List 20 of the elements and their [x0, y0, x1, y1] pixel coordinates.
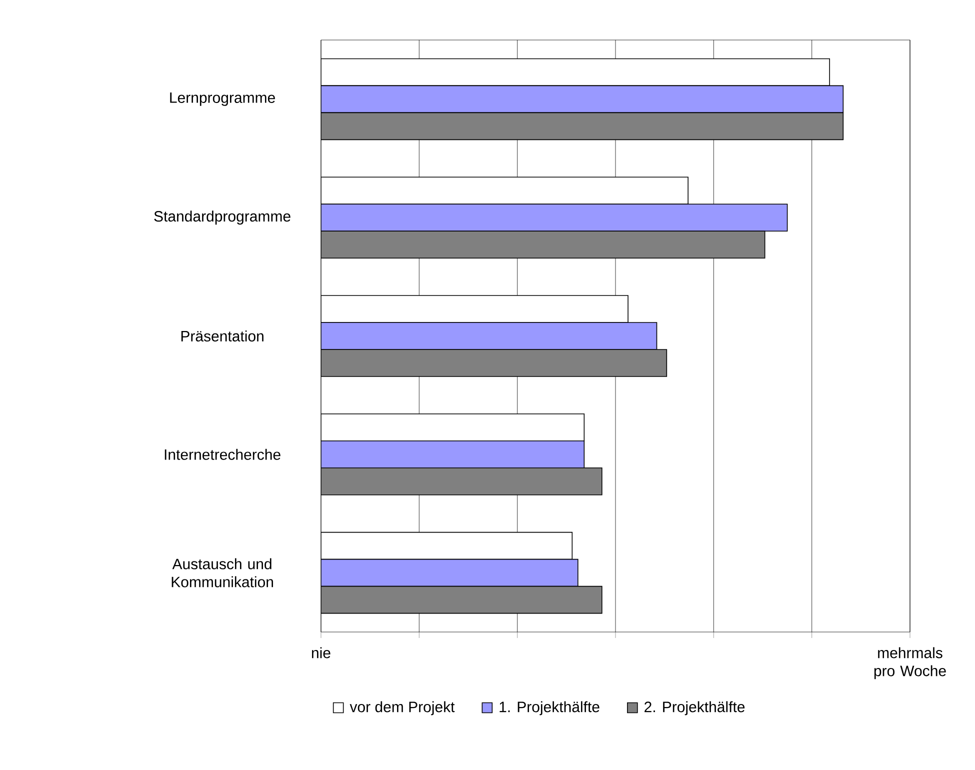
bar [320, 586, 602, 614]
bar [320, 440, 585, 468]
legend-label: 1. Projekthälfte [500, 701, 600, 716]
y-tick-label: Lernprogramme [170, 92, 275, 106]
bar [320, 85, 844, 114]
bar [320, 349, 668, 377]
bar [320, 112, 844, 140]
bar [320, 467, 602, 496]
bar [320, 230, 766, 258]
text: nie [312, 647, 330, 658]
bar [320, 322, 658, 350]
bar [320, 558, 578, 587]
y-tick-label: Internetrecherche [164, 448, 280, 460]
y-tick-label: Präsentation [181, 330, 264, 342]
bar [320, 204, 788, 232]
legend-label: vor dem Projekt [350, 701, 455, 716]
y-tick-label: Standardprogramme [154, 210, 290, 225]
text: mehrmals pro Woche [874, 647, 946, 680]
legend-label: 2. Projekthälfte [644, 701, 745, 716]
y-tick-label: Austausch und Kommunikation [172, 558, 274, 588]
